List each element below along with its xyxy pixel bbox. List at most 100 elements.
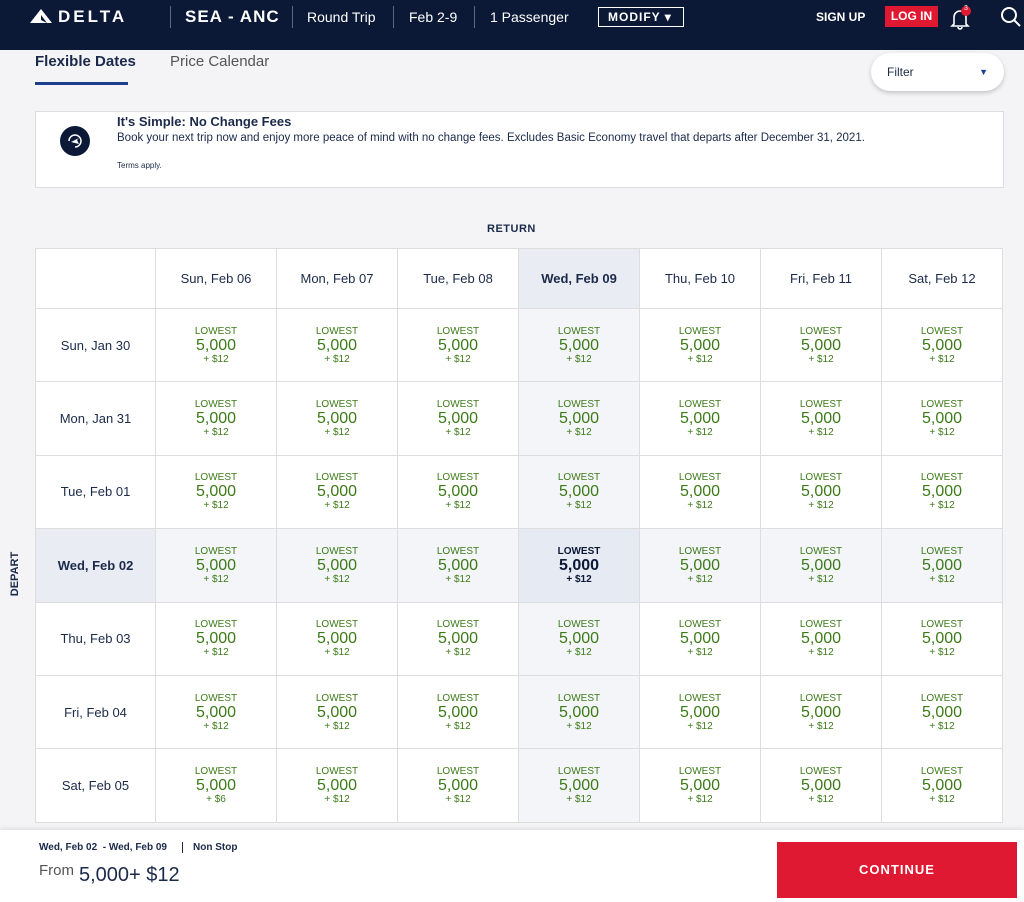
fare-cell[interactable]: LOWEST 5,000 + $12 [640,529,761,603]
depart-label: DEPART [9,551,21,597]
fare-cell[interactable]: LOWEST 5,000 + $12 [882,602,1003,676]
fare-cell[interactable]: LOWEST 5,000 + $12 [519,309,640,383]
fare-cell[interactable]: LOWEST 5,000 + $12 [519,602,640,676]
fare-cell[interactable]: LOWEST 5,000 + $12 [640,749,761,823]
fare-cell[interactable]: LOWEST 5,000 + $12 [882,675,1003,750]
fare-miles: 5,000 [316,703,358,721]
fare-cell[interactable]: LOWEST 5,000 + $12 [277,529,398,603]
fare-label: LOWEST [678,619,722,631]
fare-miles: 5,000 [316,630,358,648]
fare-cell[interactable]: LOWEST 5,000 + $12 [156,382,277,456]
fare-label: LOWEST [557,399,601,411]
fare-miles: 5,000 [316,336,358,354]
fare-cell[interactable]: LOWEST 5,000 + $12 [761,749,882,823]
fare-cell[interactable]: LOWEST 5,000 + $12 [277,749,398,823]
fare-miles: 5,000 [921,556,963,574]
fare-cell[interactable]: LOWEST 5,000 + $12 [761,529,882,603]
fare-label: LOWEST [920,766,964,778]
fare-cell[interactable]: LOWEST 5,000 + $12 [640,675,761,750]
fare-miles: 5,000 [921,703,963,721]
search-icon[interactable] [1000,6,1022,28]
fare-cell[interactable]: LOWEST 5,000 + $12 [882,382,1003,456]
depart-date: Wed, Feb 02 [36,529,156,603]
fare-cell[interactable]: LOWEST 5,000 + $12 [277,455,398,530]
fare-cell[interactable]: LOWEST 5,000 + $6 [156,749,277,823]
fare-cell[interactable]: LOWEST 5,000 + $12 [277,309,398,383]
fare-label: LOWEST [557,766,601,778]
fare-cell[interactable]: LOWEST 5,000 + $12 [398,675,519,750]
fare-fee: + $12 [808,427,834,439]
filter-label: Filter [887,65,914,79]
fare-cell[interactable]: LOWEST 5,000 + $12 [761,309,882,383]
fare-cell[interactable]: LOWEST 5,000 + $12 [398,529,519,603]
fare-fee: + $12 [687,573,713,585]
tab[interactable]: Flexible Dates [35,53,136,70]
bell-icon[interactable] [950,6,972,30]
modify-button[interactable]: MODIFY ▾ [598,7,684,27]
fare-miles: 5,000 [316,556,358,574]
fare-cell[interactable]: LOWEST 5,000 + $12 [398,309,519,383]
fare-label: LOWEST [557,545,601,557]
fare-cell[interactable]: LOWEST 5,000 + $12 [519,749,640,823]
fare-cell[interactable]: LOWEST 5,000 + $12 [277,382,398,456]
fare-miles: 5,000 [679,556,721,574]
fare-cell[interactable]: LOWEST 5,000 + $12 [398,455,519,530]
fare-cell[interactable]: LOWEST 5,000 + $12 [640,455,761,530]
fare-fee: + $12 [929,353,955,365]
fare-fee: + $12 [445,427,471,439]
fare-cell[interactable]: LOWEST 5,000 + $12 [156,602,277,676]
fare-miles: 5,000 [679,336,721,354]
dates[interactable]: Feb 2-9 [409,9,458,25]
filter-dropdown[interactable]: Filter ▼ [871,53,1004,91]
fare-cell[interactable]: LOWEST 5,000 + $12 [277,602,398,676]
fare-cell[interactable]: LOWEST 5,000 + $12 [882,455,1003,530]
fare-cell[interactable]: LOWEST 5,000 + $12 [398,602,519,676]
return-date: Sun, Feb 06 [156,249,277,309]
fare-cell[interactable]: LOWEST 5,000 + $12 [761,602,882,676]
fare-cell[interactable]: LOWEST 5,000 + $12 [761,675,882,750]
fare-miles: 5,000 [195,410,237,428]
fare-fee: + $12 [203,427,229,439]
fare-fee: + $12 [566,573,592,585]
sign-up[interactable]: SIGN UP [816,10,866,24]
fare-fee: + $12 [687,720,713,732]
fare-cell[interactable]: LOWEST 5,000 + $12 [156,309,277,383]
fare-cell[interactable]: LOWEST 5,000 + $12 [761,382,882,456]
fare-miles: 5,000 [437,410,479,428]
logo [30,9,52,23]
fare-miles: 5,000 [437,556,479,574]
fare-cell[interactable]: LOWEST 5,000 + $12 [640,382,761,456]
fare-cell[interactable]: LOWEST 5,000 + $12 [519,529,640,603]
fare-cell[interactable]: LOWEST 5,000 + $12 [882,309,1003,383]
fare-cell[interactable]: LOWEST 5,000 + $12 [882,749,1003,823]
terms[interactable]: Terms apply. [117,161,162,170]
log-in[interactable]: LOG IN [885,6,938,27]
fare-cell[interactable]: LOWEST 5,000 + $12 [761,455,882,530]
fare-cell[interactable]: LOWEST 5,000 + $12 [882,529,1003,603]
fare-cell[interactable]: LOWEST 5,000 + $12 [156,529,277,603]
fare-cell[interactable]: LOWEST 5,000 + $12 [519,455,640,530]
fare-label: LOWEST [920,472,964,484]
fare-cell[interactable]: LOWEST 5,000 + $12 [519,675,640,750]
corner-cell [36,249,156,309]
route[interactable]: SEA - ANC [185,7,280,26]
fare-cell[interactable]: LOWEST 5,000 + $12 [398,382,519,456]
stops: Non Stop [182,842,237,853]
depart-date: Fri, Feb 04 [36,675,156,750]
fare-cell[interactable]: LOWEST 5,000 + $12 [156,455,277,530]
fare-cell[interactable]: LOWEST 5,000 + $12 [640,309,761,383]
fare-label: LOWEST [194,619,238,631]
fare-fee: + $12 [808,500,834,512]
fare-cell[interactable]: LOWEST 5,000 + $12 [277,675,398,750]
fare-cell[interactable]: LOWEST 5,000 + $12 [640,602,761,676]
passengers[interactable]: 1 Passenger [490,9,569,25]
fare-cell[interactable]: LOWEST 5,000 + $12 [398,749,519,823]
price: 5,000+ $12 [79,864,180,886]
fare-cell[interactable]: LOWEST 5,000 + $12 [156,675,277,750]
fare-label: LOWEST [315,619,359,631]
tab[interactable]: Price Calendar [170,53,270,70]
trip-type[interactable]: Round Trip [307,9,376,25]
fare-cell[interactable]: LOWEST 5,000 + $12 [519,382,640,456]
fare-label: LOWEST [799,472,843,484]
continue-button[interactable]: CONTINUE [777,842,1017,898]
